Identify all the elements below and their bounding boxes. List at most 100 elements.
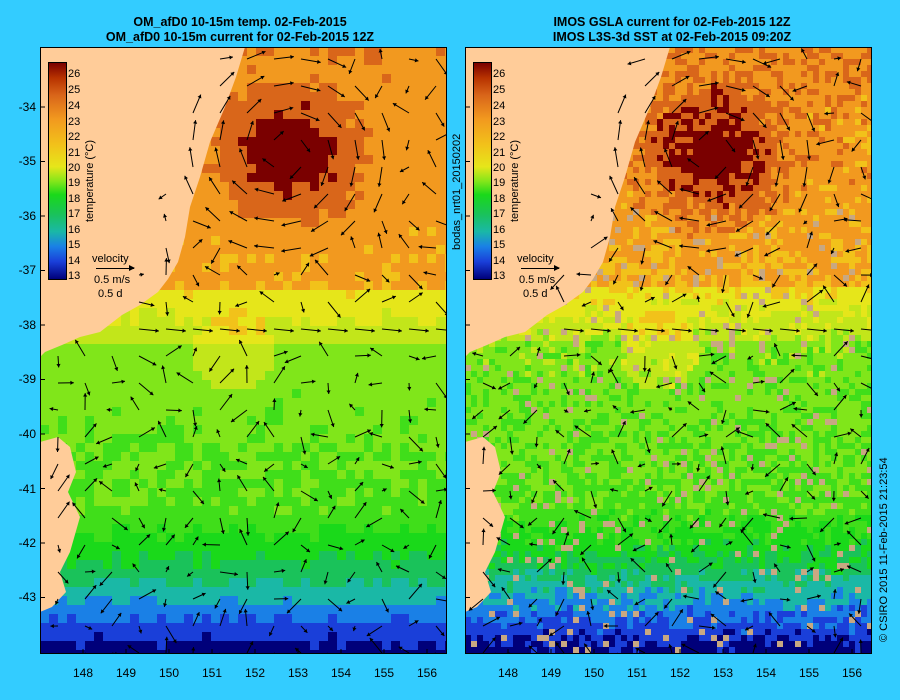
- current-arrow-head: [419, 447, 423, 452]
- sst-cell: [310, 569, 319, 578]
- sst-cell: [364, 335, 373, 344]
- sst-cell: [427, 551, 436, 560]
- sst-cell: [382, 92, 391, 101]
- sst-cell: [819, 113, 825, 119]
- sst-cell: [301, 236, 310, 245]
- sst-cell: [436, 632, 445, 641]
- sst-cell: [825, 65, 831, 71]
- sst-cell: [651, 143, 657, 149]
- sst-cell: [67, 614, 76, 623]
- current-arrow-head: [328, 494, 333, 499]
- sst-cell: [103, 596, 112, 605]
- sst-cell: [373, 353, 382, 362]
- sst-cell: [373, 56, 382, 65]
- sst-cell: [67, 479, 76, 488]
- sst-cell: [283, 308, 292, 317]
- sst-cell: [283, 614, 292, 623]
- sst-cell: [400, 605, 409, 614]
- sst-cell: [94, 551, 103, 560]
- sst-cell: [675, 149, 681, 155]
- sst-cell: [337, 299, 346, 308]
- sst-cell: [409, 371, 418, 380]
- sst-cell: [400, 281, 409, 290]
- current-arrow-head: [373, 208, 378, 213]
- sst-cell: [645, 137, 651, 143]
- sst-cell: [328, 515, 337, 524]
- sst-cell: [283, 119, 292, 128]
- sst-cell: [301, 47, 310, 56]
- sst-cell: [391, 605, 400, 614]
- sst-cell: [139, 380, 148, 389]
- sst-cell: [409, 119, 418, 128]
- sst-cell: [247, 416, 256, 425]
- sst-cell: [795, 71, 801, 77]
- sst-cell: [436, 650, 445, 654]
- sst-cell: [265, 362, 274, 371]
- sst-cell: [400, 380, 409, 389]
- sst-cell: [418, 524, 427, 533]
- sst-cell: [337, 560, 346, 569]
- sst-cell: [310, 587, 319, 596]
- sst-cell: [238, 533, 247, 542]
- current-arrow-head: [268, 632, 273, 637]
- sst-cell: [292, 200, 301, 209]
- sst-cell: [861, 113, 867, 119]
- sst-cell: [310, 461, 319, 470]
- sst-cell: [409, 236, 418, 245]
- sst-cell: [229, 173, 238, 182]
- sst-cell: [184, 515, 193, 524]
- sst-cell: [274, 560, 283, 569]
- sst-cell: [711, 119, 717, 125]
- sst-cell: [211, 281, 220, 290]
- sst-cell: [238, 164, 247, 173]
- sst-cell: [40, 434, 49, 443]
- sst-cell: [220, 155, 229, 164]
- sst-cell: [382, 47, 391, 56]
- current-arrow-head: [187, 572, 192, 577]
- sst-cell: [861, 149, 867, 155]
- sst-cell: [747, 47, 753, 53]
- sst-cell: [436, 299, 445, 308]
- sst-cell: [337, 155, 346, 164]
- sst-cell: [76, 371, 85, 380]
- sst-cell: [418, 209, 427, 218]
- sst-cell: [301, 623, 310, 632]
- sst-cell: [328, 263, 337, 272]
- sst-cell: [112, 344, 121, 353]
- sst-cell: [364, 605, 373, 614]
- sst-cell: [274, 56, 283, 65]
- sst-cell: [717, 101, 723, 107]
- sst-cell: [310, 47, 319, 56]
- sst-cell: [184, 632, 193, 641]
- sst-cell: [346, 290, 355, 299]
- sst-cell: [283, 380, 292, 389]
- sst-cell: [238, 623, 247, 632]
- sst-cell: [238, 398, 247, 407]
- sst-cell: [103, 452, 112, 461]
- current-arrow-head: [176, 372, 181, 377]
- sst-cell: [76, 596, 85, 605]
- sst-cell: [76, 434, 85, 443]
- sst-cell: [729, 101, 735, 107]
- sst-cell: [184, 614, 193, 623]
- sst-cell: [717, 83, 723, 89]
- sst-cell: [247, 506, 256, 515]
- sst-cell: [373, 110, 382, 119]
- sst-cell: [256, 83, 265, 92]
- sst-cell: [328, 308, 337, 317]
- sst-cell: [76, 335, 85, 344]
- sst-cell: [58, 641, 67, 650]
- sst-cell: [400, 479, 409, 488]
- current-arrow-head: [232, 180, 237, 185]
- sst-cell: [76, 398, 85, 407]
- sst-cell: [373, 272, 382, 281]
- sst-cell: [211, 434, 220, 443]
- sst-cell: [391, 452, 400, 461]
- sst-cell: [274, 146, 283, 155]
- sst-cell: [391, 92, 400, 101]
- sst-cell: [795, 107, 801, 113]
- sst-cell: [382, 425, 391, 434]
- sst-cell: [400, 110, 409, 119]
- sst-cell: [693, 149, 699, 155]
- sst-cell: [292, 83, 301, 92]
